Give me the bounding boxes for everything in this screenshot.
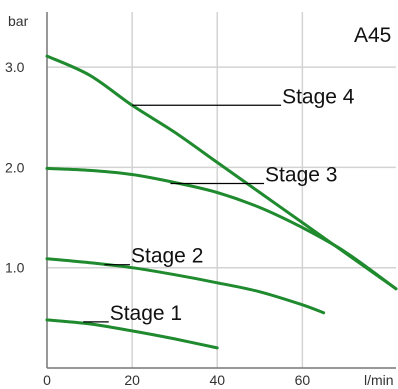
grid (47, 12, 396, 368)
curve-stage-1 (45, 318, 219, 350)
y-axis-label: bar (8, 13, 29, 29)
curves (45, 54, 398, 350)
label-stage-1: Stage 1 (110, 302, 182, 325)
x-tick-label: 0 (43, 372, 51, 388)
y-tick-label: 1.0 (5, 260, 25, 276)
y-tick-label: 2.0 (5, 159, 25, 175)
label-stage-3: Stage 3 (265, 163, 337, 186)
y-tick-label: 3.0 (5, 59, 25, 75)
x-tick-label: 60 (295, 372, 311, 388)
label-stage-2: Stage 2 (131, 245, 203, 268)
annotations: Stage 4 Stage 3 Stage 2 Stage 1 (83, 85, 355, 325)
axes (46, 12, 396, 369)
label-stage-4: Stage 4 (282, 85, 355, 108)
x-axis-label: l/min (364, 372, 394, 388)
curve-stage-2 (45, 257, 326, 315)
x-tick-label: 40 (209, 372, 225, 388)
x-tick-label: 20 (124, 372, 140, 388)
curve-stage-3 (45, 166, 398, 291)
curve-stage-4 (45, 54, 398, 291)
chart-title: A45 (354, 24, 391, 47)
tick-labels: 0 20 40 60 1.0 2.0 3.0 (5, 59, 310, 388)
